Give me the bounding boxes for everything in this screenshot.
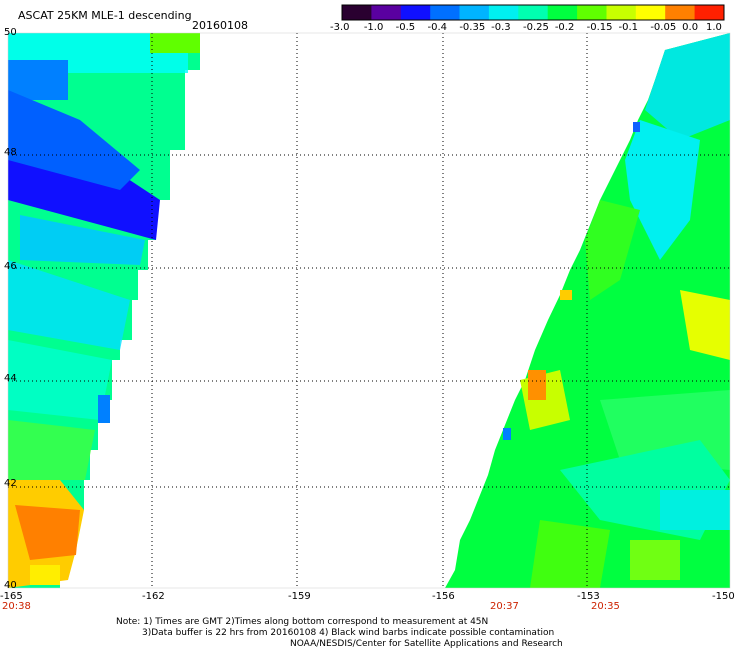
colorbar-tick-label: -0.15 [586,22,613,33]
note-line-1: Note: 1) Times are GMT 2)Times along bot… [116,617,489,627]
colorbar-tick-label: -0.5 [395,22,416,33]
colorbar-segment [459,5,490,20]
lon-label-153: -153 [577,591,600,602]
colorbar-segment [488,5,519,20]
lat-label-42: 42 [4,478,17,489]
lat-label-50: 50 [4,27,17,38]
colorbar-tick-label: -3.0 [330,22,350,33]
colorbar-segment [665,5,696,20]
lat-label-40: 40 [4,580,17,591]
colorbar-tick-label: -1.0 [363,22,384,33]
lon-label-156: -156 [432,591,455,602]
lon-label-150: -150 [712,591,735,602]
colorbar-segment [518,5,549,20]
colorbar-tick-label: -0.4 [427,22,448,33]
map-title: ASCAT 25KM MLE-1 descending [18,9,192,22]
lon-label-159: -159 [288,591,311,602]
map-date: 20160108 [192,19,248,32]
lat-label-46: 46 [4,261,17,272]
lon-label-162: -162 [142,591,165,602]
time-label-2035: 20:35 [591,601,620,612]
colorbar-segment [577,5,607,20]
colorbar-frame [341,4,725,21]
west-swath [8,33,200,588]
colorbar-segment [430,5,461,20]
colorbar-segment [547,5,578,20]
lat-label-48: 48 [4,147,17,158]
colorbar-tick-label: -0.2 [554,22,575,33]
colorbar-segment [342,5,372,20]
colorbar-segment [606,5,637,20]
colorbar-tick-label: -0.35 [459,22,486,33]
colorbar-tick-label: -0.1 [618,22,639,33]
note-line-2: 3)Data buffer is 22 hrs from 20160108 4)… [142,628,555,638]
colorbar-tick-label: 1.0 [706,22,722,33]
colorbar [341,4,725,21]
note-line-3: NOAA/NESDIS/Center for Satellite Applica… [290,639,563,649]
time-label-2037: 20:37 [490,601,519,612]
lat-label-44: 44 [4,373,17,384]
colorbar-segment [400,5,431,20]
east-swath [445,33,730,588]
colorbar-segment [635,5,666,20]
colorbar-tick-label: -0.25 [523,22,549,33]
graticule [8,33,730,588]
colorbar-tick-label: 0.0 [682,22,699,33]
colorbar-segment [694,5,725,20]
colorbar-tick-label: -0.3 [491,22,511,33]
colorbar-segment [371,5,402,20]
time-label-2038: 20:38 [2,601,31,612]
lon-label-165: -165 [0,591,23,602]
plot-frame [7,32,731,589]
colorbar-tick-label: -0.05 [650,22,677,33]
